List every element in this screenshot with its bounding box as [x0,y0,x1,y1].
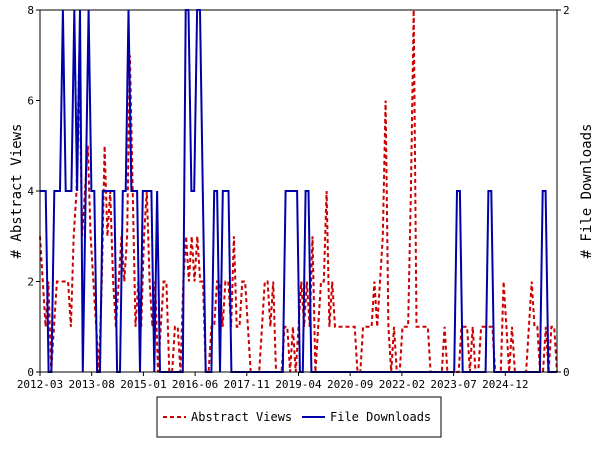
right-tick-label: 2 [563,4,570,17]
legend-box [156,396,442,438]
left-tick-label: 6 [27,95,34,108]
x-tick-label: 2019-04 [275,378,322,391]
x-tick-label: 2013-08 [69,378,115,391]
series-line-abstract-views [39,9,558,373]
ticks-layer: 0 2 4 6 8 0 2 2012-03 2013-08 2015-01 2016-06 2017-… [17,4,570,391]
x-tick-label: 2017-11 [224,378,270,391]
left-tick-label: 8 [27,4,34,17]
x-tick-label: 2022-02 [379,378,425,391]
left-tick-label: 0 [27,366,34,379]
legend-label-file-downloads: File Downloads [330,410,431,424]
left-tick-label: 4 [27,185,34,198]
legend: Abstract Views File Downloads [156,396,442,438]
legend-label-abstract-views: Abstract Views [191,410,292,424]
right-tick-label: 0 [563,366,570,379]
x-tick-label: 2012-03 [17,378,63,391]
x-tick-label: 2020-09 [327,378,373,391]
x-tick-label: 2023-07 [430,378,476,391]
left-tick-label: 2 [27,276,34,289]
right-axis-title: # File Downloads [579,124,595,259]
x-tick-label: 2016-06 [172,378,218,391]
x-tick-label: 2024-12 [482,378,528,391]
left-axis-title: # Abstract Views [9,124,25,259]
x-tick-label: 2015-01 [120,378,166,391]
